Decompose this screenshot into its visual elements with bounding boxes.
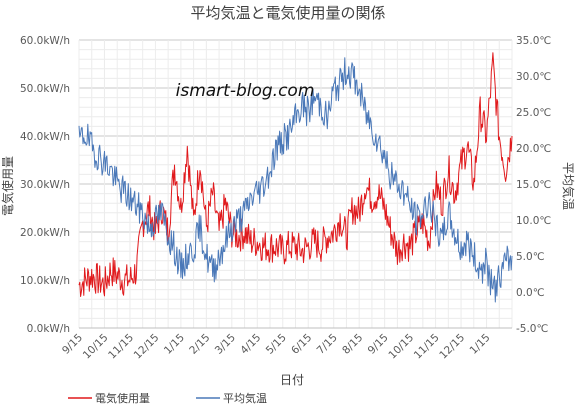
y-right-tick-label: 35.0℃ xyxy=(516,35,551,47)
series-layer xyxy=(78,52,513,303)
y-right-tick-label: 0.0℃ xyxy=(516,287,545,299)
y-axis-left-label: 電気使用量 xyxy=(0,156,15,216)
y-right-tick-label: 30.0℃ xyxy=(516,71,551,83)
y-right-tick-label: 15.0℃ xyxy=(516,179,551,191)
y-left-tick-label: 20.0kW/h xyxy=(20,227,70,239)
y-right-tick-label: 5.0℃ xyxy=(516,251,545,263)
series-line-temperature xyxy=(78,57,513,303)
y-axis-right-label: 平均気温 xyxy=(561,162,576,210)
watermark-text: ismart-blog.com xyxy=(176,81,315,101)
y-right-tick-label: 25.0℃ xyxy=(516,107,551,119)
y-right-tick-label: -5.0℃ xyxy=(516,323,548,335)
y-left-tick-label: 60.0kW/h xyxy=(20,35,70,47)
legend-label-temperature: 平均気温 xyxy=(223,391,267,405)
y-left-tick-label: 30.0kW/h xyxy=(20,179,70,191)
chart-title: 平均気温と電気使用量の関係 xyxy=(190,4,385,22)
y-right-tick-label: 10.0℃ xyxy=(516,215,551,227)
legend-label-power: 電気使用量 xyxy=(95,391,150,405)
y-left-tick-label: 40.0kW/h xyxy=(20,131,70,143)
x-axis-label: 日付 xyxy=(280,373,304,387)
y-left-tick-label: 0.0kW/h xyxy=(27,323,70,335)
y-left-tick-label: 10.0kW/h xyxy=(20,275,70,287)
y-left-tick-label: 50.0kW/h xyxy=(20,83,70,95)
legend: 電気使用量 平均気温 xyxy=(68,391,267,405)
y-right-tick-label: 20.0℃ xyxy=(516,143,551,155)
